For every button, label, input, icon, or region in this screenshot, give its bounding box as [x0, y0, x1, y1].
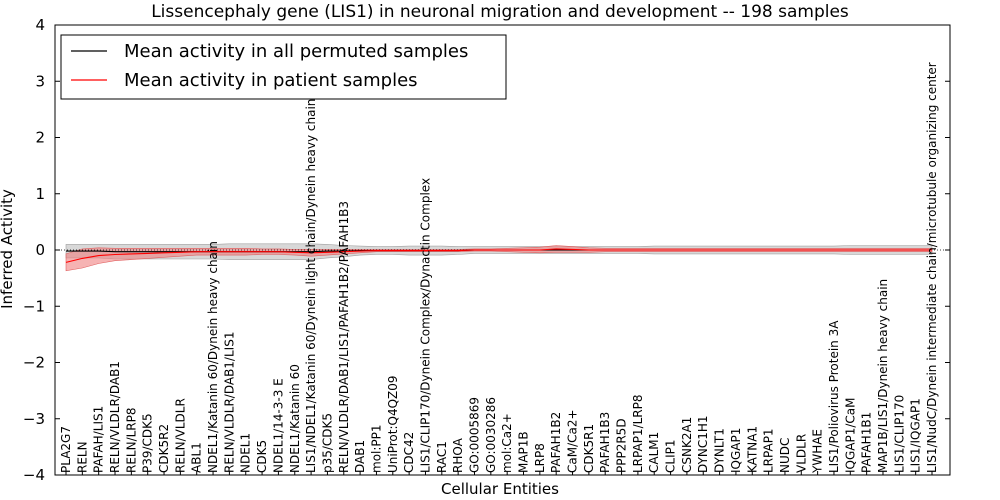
x-category-label: CSNK2A1	[680, 417, 694, 473]
x-category-label: P39/CDK5	[141, 413, 155, 473]
y-tick-label: −2	[23, 354, 45, 372]
x-category-label: LIS1/CLIP170	[892, 395, 906, 473]
y-tick-label: −3	[23, 410, 45, 428]
x-category-label: KATNA1	[745, 426, 759, 473]
x-category-label: PAFAH1B3	[598, 412, 612, 473]
x-category-label: CaM/Ca2+	[566, 409, 580, 473]
x-category-label: RELN	[75, 441, 89, 473]
x-category-label: NDEL1/Katanin 60	[288, 364, 302, 473]
x-category-label: PLA2G7	[59, 426, 73, 473]
x-category-label: YWHAE	[811, 429, 825, 474]
x-category-label: VLDLR	[794, 434, 808, 473]
series-line-1	[65, 248, 932, 263]
x-category-label: PPP2R5D	[615, 418, 629, 473]
x-category-label: GO:0030286	[484, 397, 498, 473]
x-category-label: RAC1	[435, 441, 449, 473]
x-category-label: DYNC1H1	[696, 415, 710, 473]
x-category-label: LIS1/CLIP170/Dynein Complex/Dynactin Com…	[419, 178, 433, 473]
x-category-label: LRP8	[533, 443, 547, 473]
x-category-label: RELN/VLDLR/DAB1/LIS1	[222, 332, 236, 473]
y-tick-label: 2	[35, 129, 45, 147]
x-category-label: mol:Ca2+	[500, 413, 514, 473]
x-category-label: CDK5	[255, 440, 269, 473]
x-category-label: UniProt:Q4QZ09	[386, 375, 400, 473]
x-category-label: LIS1/NDEL1/Katanin 60/Dynein light chain…	[304, 99, 318, 473]
x-category-label: CALM1	[647, 432, 661, 473]
x-category-label: RHOA	[451, 437, 465, 473]
y-axis-label: Inferred Activity	[0, 189, 16, 309]
y-tick-label: 4	[35, 16, 45, 34]
y-axis-ticks: −4 −3 −2 −1 0 1 2 3 4	[23, 16, 950, 484]
x-category-label: GO:0005869	[468, 397, 482, 473]
x-category-label: CDK5R1	[582, 424, 596, 473]
x-axis-label: Cellular Entities	[441, 480, 559, 498]
x-category-label: NDEL1/Katanin 60/Dynein heavy chain	[206, 241, 220, 473]
y-tick-label: 1	[35, 185, 45, 203]
x-category-label: LIS1/NudC/Dynein intermediate chain/micr…	[925, 62, 939, 473]
x-category-label: LIS1/IQGAP1	[909, 398, 923, 473]
x-category-label: LRPAP1/LRP8	[631, 394, 645, 473]
legend-label-patient: Mean activity in patient samples	[124, 70, 418, 91]
legend-frame	[60, 34, 507, 100]
x-category-label: CDK5R2	[157, 424, 171, 473]
x-axis-category-labels: PLA2G7 RELN PAFAH/LIS1 RELN/VLDLR/DAB1 RELN/…	[59, 62, 939, 475]
y-tick-label: −1	[23, 297, 45, 315]
x-category-label: NDEL1/14-3-3 E	[271, 378, 285, 473]
x-category-label: PAFAH1B1	[860, 412, 874, 473]
x-category-label: NUDC	[778, 438, 792, 473]
x-category-label: CLIP1	[664, 440, 678, 473]
y-tick-label: 0	[35, 241, 45, 259]
x-category-label: mol:PP1	[370, 424, 384, 473]
x-category-label: MAP1B/LIS1/Dynein heavy chain	[876, 279, 890, 473]
x-category-label: LRPAP1	[762, 428, 776, 473]
x-category-label: CDC42	[402, 432, 416, 473]
chart-title: Lissencephaly gene (LIS1) in neuronal mi…	[151, 2, 849, 22]
y-tick-label: −4	[23, 466, 45, 484]
x-category-label: ABL1	[190, 442, 204, 473]
x-category-label: IQGAP1/CaM	[843, 398, 857, 474]
x-category-label: MAP1B	[517, 431, 531, 473]
x-category-label: LIS1/Poliovirus Protein 3A	[827, 320, 841, 473]
y-tick-label: 3	[35, 72, 45, 90]
x-category-label: IQGAP1	[729, 428, 743, 473]
legend-label-permuted: Mean activity in all permuted samples	[124, 41, 468, 62]
x-category-label: RELN/VLDLR/DAB1/LIS1/PAFAH1B2/PAFAH1B3	[337, 201, 351, 473]
x-category-label: RELN/VLDLR	[173, 398, 187, 473]
legend: Mean activity in all permuted samples Me…	[60, 34, 507, 100]
x-category-label: NDEL1	[239, 433, 253, 473]
x-category-label: DYNLT1	[713, 428, 727, 473]
x-category-label: RELN/LRP8	[124, 407, 138, 473]
x-category-label: DAB1	[353, 440, 367, 473]
x-category-label: p35/CDK5	[320, 413, 334, 473]
x-category-label: PAFAH1B2	[549, 412, 563, 473]
x-category-label: RELN/VLDLR/DAB1	[108, 361, 122, 473]
x-category-label: PAFAH/LIS1	[92, 406, 106, 473]
